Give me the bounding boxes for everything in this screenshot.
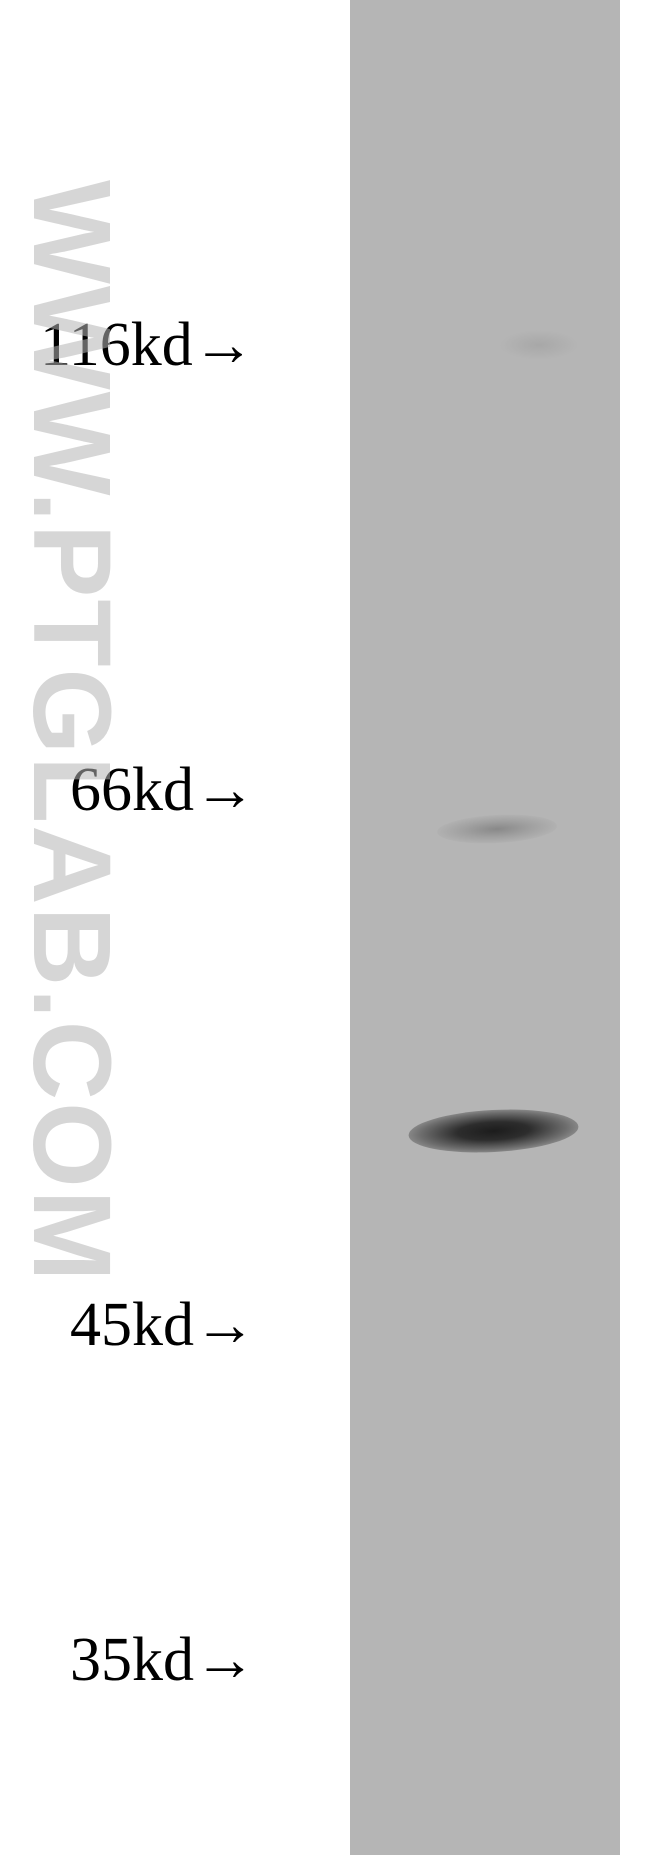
western-blot-lane: [350, 0, 620, 1855]
lane-smudge: [499, 330, 579, 360]
protein-band-strong: [408, 1106, 580, 1157]
marker-116kd: 116kd→: [40, 310, 255, 381]
protein-band-faint: [436, 812, 557, 846]
marker-35kd: 35kd→: [70, 1625, 256, 1696]
marker-66kd: 66kd→: [70, 755, 256, 826]
marker-45kd: 45kd→: [70, 1290, 256, 1361]
